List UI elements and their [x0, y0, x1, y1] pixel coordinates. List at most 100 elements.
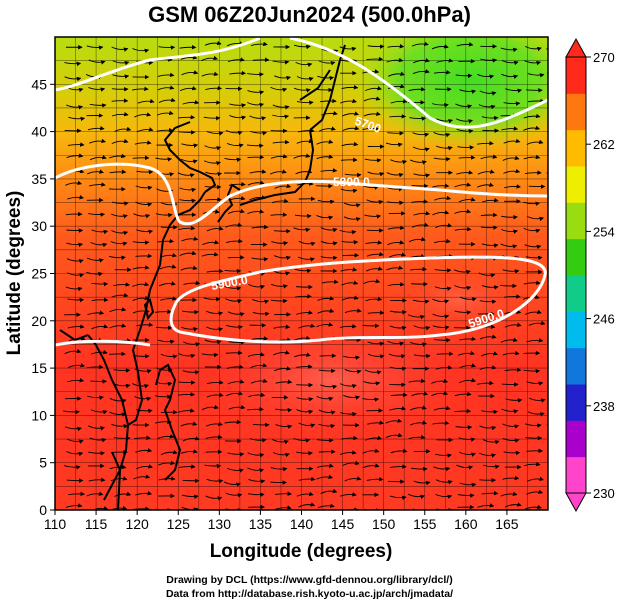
streamline [412, 299, 430, 304]
streamline [482, 464, 500, 470]
streamline [389, 464, 407, 469]
streamline [294, 352, 311, 358]
streamline [205, 495, 223, 501]
x-tick-label: 135 [249, 516, 273, 532]
streamline [272, 60, 290, 65]
streamline [363, 96, 381, 102]
colorbar-bottom-cap [565, 492, 587, 513]
streamline [201, 71, 219, 77]
streamline [249, 169, 267, 174]
streamline [435, 493, 453, 499]
grid-lines [55, 37, 548, 510]
streamline [89, 154, 107, 161]
y-tick-label: 5 [39, 455, 47, 471]
streamline [339, 229, 357, 235]
streamline [547, 215, 548, 217]
streamline [339, 46, 357, 52]
streamline [247, 406, 264, 412]
streamline [66, 153, 84, 158]
streamline [111, 98, 129, 103]
streamline [205, 434, 223, 440]
streamline [341, 141, 359, 147]
streamline [340, 188, 358, 194]
streamline [179, 250, 197, 257]
streamline [344, 308, 362, 314]
streamline [64, 426, 82, 432]
streamline [296, 100, 314, 105]
streamline [479, 90, 497, 96]
streamline [135, 448, 153, 453]
streamline [502, 155, 520, 161]
streamline [296, 76, 314, 82]
x-tick-label: 125 [167, 516, 191, 532]
streamline [224, 286, 242, 291]
streamline [132, 265, 150, 270]
streamline [250, 378, 268, 384]
streamline [387, 281, 405, 287]
streamline [524, 60, 542, 66]
streamline [89, 103, 107, 108]
streamline [67, 194, 84, 200]
streamline [134, 112, 152, 118]
streamline [523, 280, 541, 285]
streamline [455, 425, 473, 430]
streamline [387, 340, 405, 346]
streamline [270, 154, 288, 159]
streamline [180, 421, 198, 427]
streamline [273, 255, 291, 261]
colorbar-segments [566, 57, 586, 494]
streamline [365, 85, 382, 92]
streamline [113, 368, 131, 373]
streamline [114, 126, 132, 132]
streamline [224, 268, 242, 274]
streamline [344, 172, 362, 178]
streamline [412, 132, 430, 138]
streamline [340, 412, 357, 417]
streamline [527, 216, 545, 222]
streamline [549, 463, 565, 465]
streamline [155, 325, 173, 331]
streamline [386, 172, 404, 178]
streamline [247, 492, 265, 497]
streamline [432, 210, 450, 216]
colorbar-segment [566, 420, 586, 458]
streamline [321, 279, 339, 284]
streamline [318, 449, 336, 454]
streamline [132, 240, 150, 245]
streamline [132, 308, 150, 314]
streamline [500, 337, 518, 343]
streamline [546, 352, 548, 354]
streamline [135, 491, 153, 496]
streamline [389, 325, 407, 331]
streamline [408, 236, 426, 243]
y-tick-label: 45 [31, 76, 47, 92]
colorbar-tick-label: 262 [593, 137, 615, 152]
contour-lines [55, 37, 548, 347]
streamline [88, 477, 106, 482]
streamline [342, 111, 359, 117]
streamline [386, 265, 404, 271]
streamline [113, 436, 131, 441]
streamline [182, 100, 200, 105]
colorbar-segment [566, 57, 586, 94]
colorbar-tick-label: 246 [593, 312, 615, 327]
streamline [66, 258, 84, 264]
streamline [367, 310, 385, 315]
streamline [86, 257, 104, 263]
streamline [273, 324, 291, 329]
streamline [458, 350, 475, 356]
streamline [229, 70, 247, 76]
streamline [179, 85, 197, 92]
streamline [89, 138, 106, 144]
streamline [502, 350, 520, 356]
streamline [177, 172, 195, 178]
streamline [226, 238, 243, 244]
streamline [91, 281, 109, 287]
streamline [340, 267, 358, 272]
streamline [366, 251, 384, 257]
streamline [362, 126, 380, 131]
x-axis: 110 115 120 125 130 135 140 145 150 155 160 165 [44, 510, 519, 532]
streamline [549, 328, 565, 329]
y-tick-label: 35 [31, 171, 47, 187]
streamline [223, 481, 241, 487]
